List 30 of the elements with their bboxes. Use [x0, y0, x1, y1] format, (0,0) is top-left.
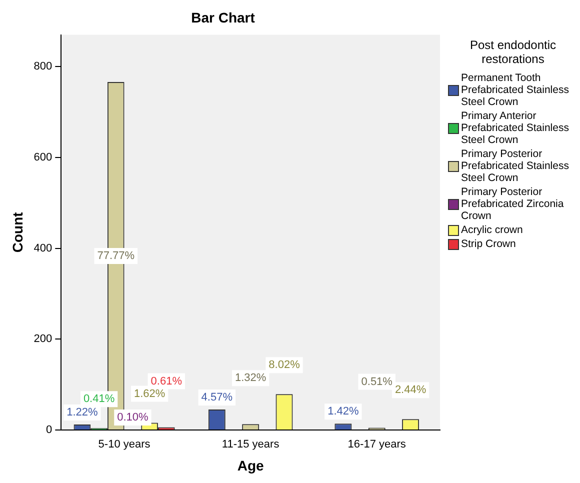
legend-label: Primary Posterior Prefabricated Stainless Steel Crown [461, 148, 570, 184]
annotation: 0.61% [150, 375, 182, 388]
legend-label: Primary Posterior Prefabricated Zirconia Crown [461, 186, 565, 222]
x-tick-label: 16-17 years [348, 438, 406, 451]
x-tick-label: 5-10 years [98, 438, 151, 451]
annotation: 1.62% [134, 388, 166, 400]
legend-title: Post endodontic restorations [468, 38, 558, 66]
legend-label: Permanent Tooth Prefabricated Stainless Steel Crown [461, 72, 570, 108]
x-axis-title: Age [237, 457, 264, 474]
y-tick-label: 600 [34, 151, 52, 164]
annotation: 1.42% [328, 406, 359, 418]
chart-title: Bar Chart [191, 9, 256, 26]
y-tick-label: 0 [46, 424, 52, 436]
y-tick-label: 200 [34, 333, 52, 346]
annotation: 1.32% [234, 372, 266, 384]
y-tick-label: 400 [34, 242, 52, 254]
y-tick-label: 800 [34, 60, 52, 73]
legend-label: Strip Crown [461, 238, 516, 250]
y-axis-title: Count [9, 212, 26, 253]
legend-label: Primary Anterior Prefabricated Stainless Steel Crown [461, 110, 570, 146]
legend-label: Acrylic crown [461, 224, 523, 236]
annotation: 0.10% [117, 412, 149, 424]
annotation: 8.02% [268, 359, 300, 372]
annotation: 4.57% [201, 392, 233, 404]
x-tick-label: 11-15 years [222, 438, 280, 451]
annotation: 0.51% [361, 376, 393, 388]
annotation: 2.44% [394, 384, 426, 396]
annotation: 0.41% [83, 393, 115, 406]
annotation: 1.22% [66, 406, 98, 419]
annotation: 77.77% [97, 250, 135, 262]
